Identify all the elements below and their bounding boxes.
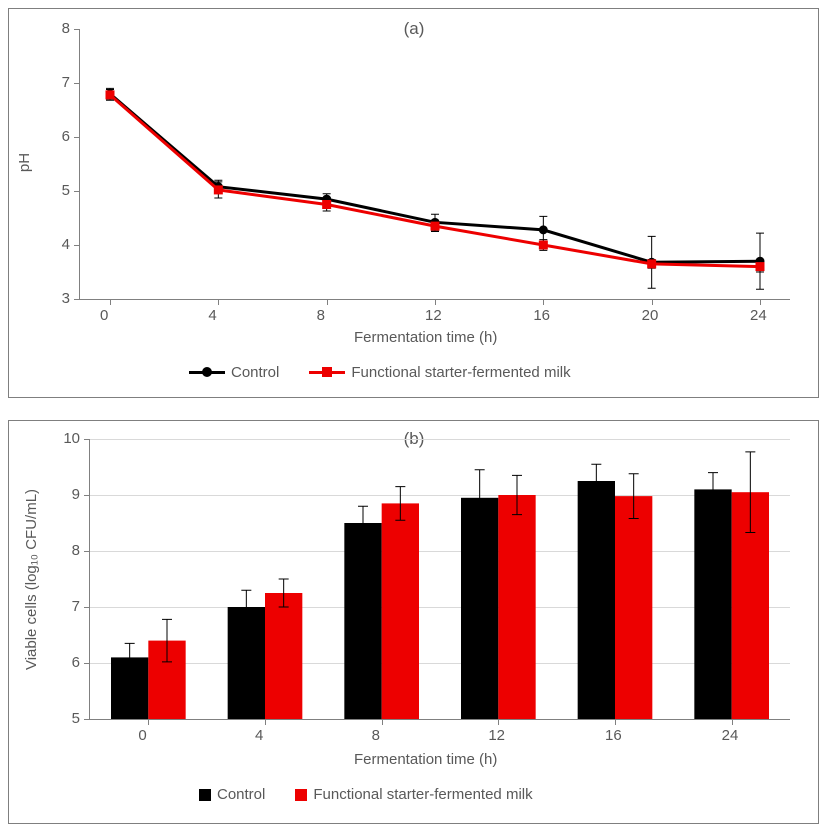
plot-b: 5678910048121624: [89, 439, 790, 720]
panel-a-xlabel: Fermentation time (h): [354, 329, 497, 346]
ytick-label: 8: [72, 542, 80, 559]
panel-b: (b) 5678910048121624 Viable cells (log₁₀…: [8, 420, 819, 824]
panel-b-legend: Control Functional starter-fermented mil…: [199, 786, 533, 803]
panel-a-legend: Control Functional starter-fermented mil…: [189, 364, 571, 381]
xtick-label: 12: [425, 307, 442, 324]
xtick-label: 24: [750, 307, 767, 324]
legend-swatch-control-a: [189, 371, 225, 374]
panel-b-ylabel: Viable cells (log₁₀ CFU/mL): [23, 489, 40, 670]
legend-item-control-b: Control: [199, 786, 265, 803]
legend-swatch-functional-b: [295, 789, 307, 801]
ytick-label: 6: [72, 654, 80, 671]
ytick-label: 6: [62, 128, 70, 145]
panel-a-ylabel: pH: [16, 153, 33, 172]
xtick-label: 16: [533, 307, 550, 324]
xtick-label: 8: [372, 727, 380, 744]
xtick-label: 4: [208, 307, 216, 324]
panel-a: (a) 34567804812162024 pH Fermentation ti…: [8, 8, 819, 398]
legend-item-functional-a: Functional starter-fermented milk: [309, 364, 570, 381]
xtick-label: 20: [642, 307, 659, 324]
plot-a: 34567804812162024: [79, 29, 790, 300]
ytick-label: 8: [62, 20, 70, 37]
ytick-label: 7: [72, 598, 80, 615]
xtick-label: 8: [317, 307, 325, 324]
ytick-label: 10: [63, 430, 80, 447]
legend-item-functional-b: Functional starter-fermented milk: [295, 786, 532, 803]
legend-label-control-a: Control: [231, 364, 279, 381]
ytick-label: 5: [62, 182, 70, 199]
legend-swatch-control-b: [199, 789, 211, 801]
figure-container: (a) 34567804812162024 pH Fermentation ti…: [0, 0, 827, 832]
xtick-label: 4: [255, 727, 263, 744]
xtick-label: 0: [100, 307, 108, 324]
legend-swatch-functional-a: [309, 371, 345, 374]
xtick-label: 0: [138, 727, 146, 744]
ytick-label: 4: [62, 236, 70, 253]
ytick-label: 3: [62, 290, 70, 307]
legend-item-control-a: Control: [189, 364, 279, 381]
ytick-label: 7: [62, 74, 70, 91]
ytick-label: 9: [72, 486, 80, 503]
xtick-label: 12: [488, 727, 505, 744]
xtick-label: 16: [605, 727, 622, 744]
ytick-label: 5: [72, 710, 80, 727]
xtick-label: 24: [722, 727, 739, 744]
legend-label-functional-b: Functional starter-fermented milk: [313, 786, 532, 803]
legend-label-functional-a: Functional starter-fermented milk: [351, 364, 570, 381]
legend-label-control-b: Control: [217, 786, 265, 803]
panel-b-xlabel: Fermentation time (h): [354, 751, 497, 768]
